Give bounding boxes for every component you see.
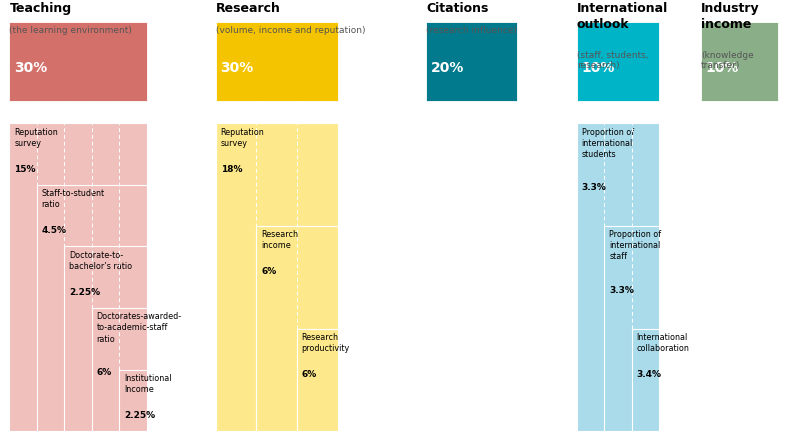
Text: 30%: 30% [14, 61, 47, 75]
Text: 30%: 30% [221, 61, 254, 75]
Text: International
outlook: International outlook [577, 2, 668, 31]
Text: (staff, students,
research): (staff, students, research) [577, 51, 648, 70]
Text: International
collaboration: International collaboration [637, 333, 689, 353]
Text: (knowledge
transfer): (knowledge transfer) [701, 51, 754, 70]
Text: Industry
income: Industry income [701, 2, 760, 31]
Bar [216, 123, 338, 431]
Text: Proportion of
international
students: Proportion of international students [582, 128, 633, 159]
Bar [119, 370, 147, 431]
Text: Institutional
Income: Institutional Income [124, 374, 172, 394]
Bar [577, 123, 659, 431]
Text: 3.3%: 3.3% [582, 183, 607, 192]
Text: 15%: 15% [14, 165, 35, 173]
Text: Research
productivity: Research productivity [301, 333, 350, 353]
Bar [577, 22, 659, 101]
Text: 18%: 18% [221, 165, 242, 173]
Text: Staff-to-student
ratio: Staff-to-student ratio [42, 189, 104, 209]
Bar [701, 22, 778, 101]
Text: (research influence): (research influence) [426, 26, 517, 35]
Text: Doctorates-awarded-
to-academic-staff
ratio: Doctorates-awarded- to-academic-staff ra… [97, 312, 181, 344]
Bar [37, 185, 147, 431]
Text: Proportion of
international
staff: Proportion of international staff [609, 230, 661, 261]
Text: 4.5%: 4.5% [42, 226, 67, 235]
Text: Reputation
survey: Reputation survey [14, 128, 58, 148]
Text: (volume, income and reputation): (volume, income and reputation) [216, 26, 365, 35]
Text: 10%: 10% [706, 61, 739, 75]
Text: 20%: 20% [431, 61, 465, 75]
Text: Citations: Citations [426, 2, 488, 15]
Bar [257, 226, 338, 431]
Bar [297, 329, 338, 431]
Bar [604, 226, 659, 431]
Bar [9, 22, 147, 101]
Text: Teaching: Teaching [9, 2, 71, 15]
Text: 2.25%: 2.25% [69, 288, 100, 297]
Text: 6%: 6% [301, 370, 317, 379]
Text: 3.3%: 3.3% [609, 286, 634, 295]
Bar [92, 308, 147, 431]
Text: Research: Research [216, 2, 281, 15]
Text: (the learning environment): (the learning environment) [9, 26, 133, 35]
Text: Reputation
survey: Reputation survey [221, 128, 265, 148]
Text: 6%: 6% [97, 368, 111, 377]
Text: 10%: 10% [582, 61, 615, 75]
Bar [64, 246, 147, 431]
Bar [216, 22, 338, 101]
Bar [426, 22, 517, 101]
Text: Research
income: Research income [261, 230, 298, 250]
Text: Doctorate-to-
bachelor’s ratio: Doctorate-to- bachelor’s ratio [69, 251, 132, 271]
Text: 2.25%: 2.25% [124, 411, 155, 420]
Text: 6%: 6% [261, 267, 276, 276]
Bar [632, 329, 659, 431]
Text: 3.4%: 3.4% [637, 370, 662, 379]
Bar [9, 123, 147, 431]
